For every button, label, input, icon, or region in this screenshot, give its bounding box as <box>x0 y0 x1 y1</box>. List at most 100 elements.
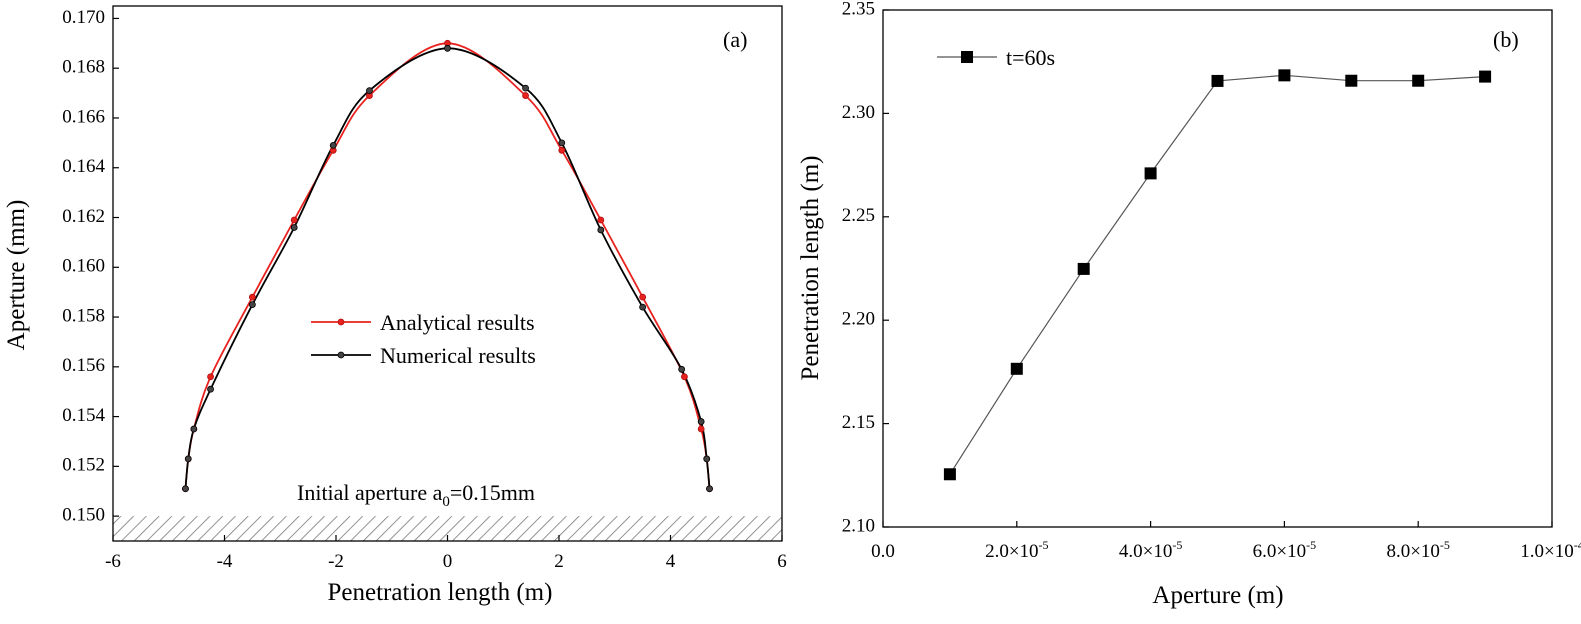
chart-a-y-tick-label: 0.160 <box>62 256 105 277</box>
chart-a-y-ticks: 0.150 0.152 0.154 0.156 0.158 0.160 0.162 0.164… <box>62 7 119 525</box>
chart-a-y-axis-label: Aperture (mm) <box>3 200 30 351</box>
data-point-numerical <box>597 226 605 234</box>
data-point-analytical <box>639 293 647 301</box>
data-point-numerical <box>678 365 686 373</box>
chart-b-panel-label: (b) <box>1493 27 1519 52</box>
data-point-t60s <box>1345 74 1358 87</box>
chart-a-curves <box>184 42 711 489</box>
data-point-numerical <box>703 455 711 463</box>
chart-b-y-axis-label: Penetration length (m) <box>797 156 824 381</box>
chart-b-x-tick-label: 6.0×10-5 <box>1253 538 1316 562</box>
chart-b-markers <box>943 69 1492 481</box>
chart-a-legend-marker-analytical <box>337 318 345 326</box>
data-point-numerical <box>182 485 189 493</box>
chart-a-x-tick-label: 2 <box>554 551 564 572</box>
chart-b-y-tick-label: 2.10 <box>842 515 875 536</box>
chart-a-x-tick-label: 6 <box>777 551 787 572</box>
data-point-numerical <box>207 385 214 393</box>
chart-b-x-tick-label: 0.0 <box>871 541 895 562</box>
chart-a-note: Initial aperture a0=0.15mm <box>297 480 535 510</box>
chart-a-legend-label-numerical: Numerical results <box>380 343 536 368</box>
chart-a-x-axis-label: Penetration length (m) <box>328 579 553 606</box>
chart-b-y-tick-label: 2.25 <box>842 205 875 226</box>
data-point-numerical <box>697 418 705 425</box>
chart-b-y-ticks: 2.10 2.15 2.20 2.25 2.30 2.35 <box>842 0 889 536</box>
series-line-numerical <box>184 47 711 489</box>
data-point-numerical <box>444 44 451 52</box>
chart-b-y-tick-label: 2.35 <box>842 0 875 19</box>
data-point-t60s <box>1211 74 1224 87</box>
chart-a-legend-marker-numerical <box>337 351 345 359</box>
chart-a-panel-label: (a) <box>723 27 747 52</box>
chart-b-frame <box>882 9 1553 528</box>
data-point-numerical <box>184 455 192 463</box>
data-point-analytical <box>697 425 705 433</box>
chart-b-x-ticks: 0.0 2.0×10-5 4.0×10-5 6.0×10-5 8.0×10-5 1.0×1… <box>871 521 1581 562</box>
chart-a-legend-item-analytical: Analytical results <box>311 310 535 335</box>
data-point-t60s <box>1077 262 1090 275</box>
chart-a-markers <box>182 39 713 493</box>
data-point-t60s <box>1412 74 1425 87</box>
data-point-analytical <box>248 293 256 301</box>
chart-a-y-tick-label: 0.154 <box>62 405 105 426</box>
chart-a-note-suffix: =0.15mm <box>450 480 535 505</box>
chart-a-y-tick-label: 0.166 <box>62 106 105 127</box>
data-point-numerical <box>329 141 337 149</box>
chart-a-y-tick-label: 0.162 <box>62 206 105 227</box>
chart-b-legend-label: t=60s <box>1006 45 1055 70</box>
data-point-analytical <box>290 216 298 224</box>
chart-b-y-tick-label: 2.15 <box>842 412 875 433</box>
chart-a-x-tick-label: 0 <box>443 551 453 572</box>
series-line-analytical <box>184 42 711 489</box>
data-point-numerical <box>190 425 198 433</box>
chart-a-note-prefix: Initial aperture a <box>297 480 443 505</box>
chart-a-x-tick-label: -6 <box>105 551 121 572</box>
chart-b-y-tick-label: 2.30 <box>842 102 875 123</box>
data-point-numerical <box>639 303 647 311</box>
series-line-t60s <box>949 74 1486 475</box>
data-point-numerical <box>366 87 373 95</box>
chart-b-y-tick-label: 2.20 <box>842 309 875 330</box>
data-point-numerical <box>522 84 529 92</box>
chart-a-note-subscript: 0 <box>442 494 450 510</box>
data-point-t60s <box>943 468 956 481</box>
chart-a: 0.150 0.152 0.154 0.156 0.158 0.160 0.162 0.164… <box>3 5 787 606</box>
chart-b-x-axis-label: Aperture (m) <box>1152 582 1283 609</box>
data-point-analytical <box>522 92 529 99</box>
chart-a-legend-item-numerical: Numerical results <box>311 343 536 368</box>
data-point-analytical <box>681 373 688 381</box>
data-point-numerical <box>290 224 298 231</box>
chart-a-y-tick-label: 0.150 <box>62 504 105 525</box>
chart-a-legend: Analytical results Numerical results <box>311 310 536 368</box>
chart-a-y-tick-label: 0.170 <box>62 7 105 28</box>
data-point-t60s <box>1010 362 1023 375</box>
chart-a-frame <box>112 5 783 542</box>
chart-a-y-tick-label: 0.152 <box>62 455 105 476</box>
chart-a-y-tick-label: 0.168 <box>62 57 105 78</box>
chart-a-y-tick-label: 0.164 <box>62 156 105 177</box>
data-point-t60s <box>1479 70 1492 83</box>
chart-a-y-tick-label: 0.156 <box>62 355 105 376</box>
chart-a-x-tick-label: -4 <box>217 551 233 572</box>
data-point-t60s <box>1278 69 1291 82</box>
chart-b-x-tick-label: 8.0×10-5 <box>1386 538 1449 562</box>
data-point-numerical <box>558 139 566 147</box>
data-point-numerical <box>248 301 256 309</box>
chart-a-y-tick-label: 0.158 <box>62 305 105 326</box>
chart-a-legend-label-analytical: Analytical results <box>380 310 535 335</box>
data-point-analytical <box>558 146 566 154</box>
chart-b: 2.10 2.15 2.20 2.25 2.30 2.35 0.0 2.0×10-5 4.0×… <box>797 0 1581 609</box>
chart-b-x-tick-label: 4.0×10-5 <box>1119 538 1182 562</box>
chart-b-legend: t=60s <box>937 45 1055 70</box>
data-point-numerical <box>706 485 713 493</box>
data-point-analytical <box>207 373 214 381</box>
chart-b-legend-marker <box>961 51 973 63</box>
chart-b-x-tick-label: 1.0×10-4 <box>1520 538 1581 562</box>
chart-b-curve <box>949 74 1486 475</box>
chart-b-x-tick-label: 2.0×10-5 <box>985 538 1048 562</box>
chart-a-x-tick-label: -2 <box>328 551 344 572</box>
data-point-t60s <box>1144 167 1157 180</box>
chart-a-x-ticks: -6 -4 -2 0 2 4 6 <box>105 535 787 572</box>
chart-a-x-tick-label: 4 <box>666 551 676 572</box>
